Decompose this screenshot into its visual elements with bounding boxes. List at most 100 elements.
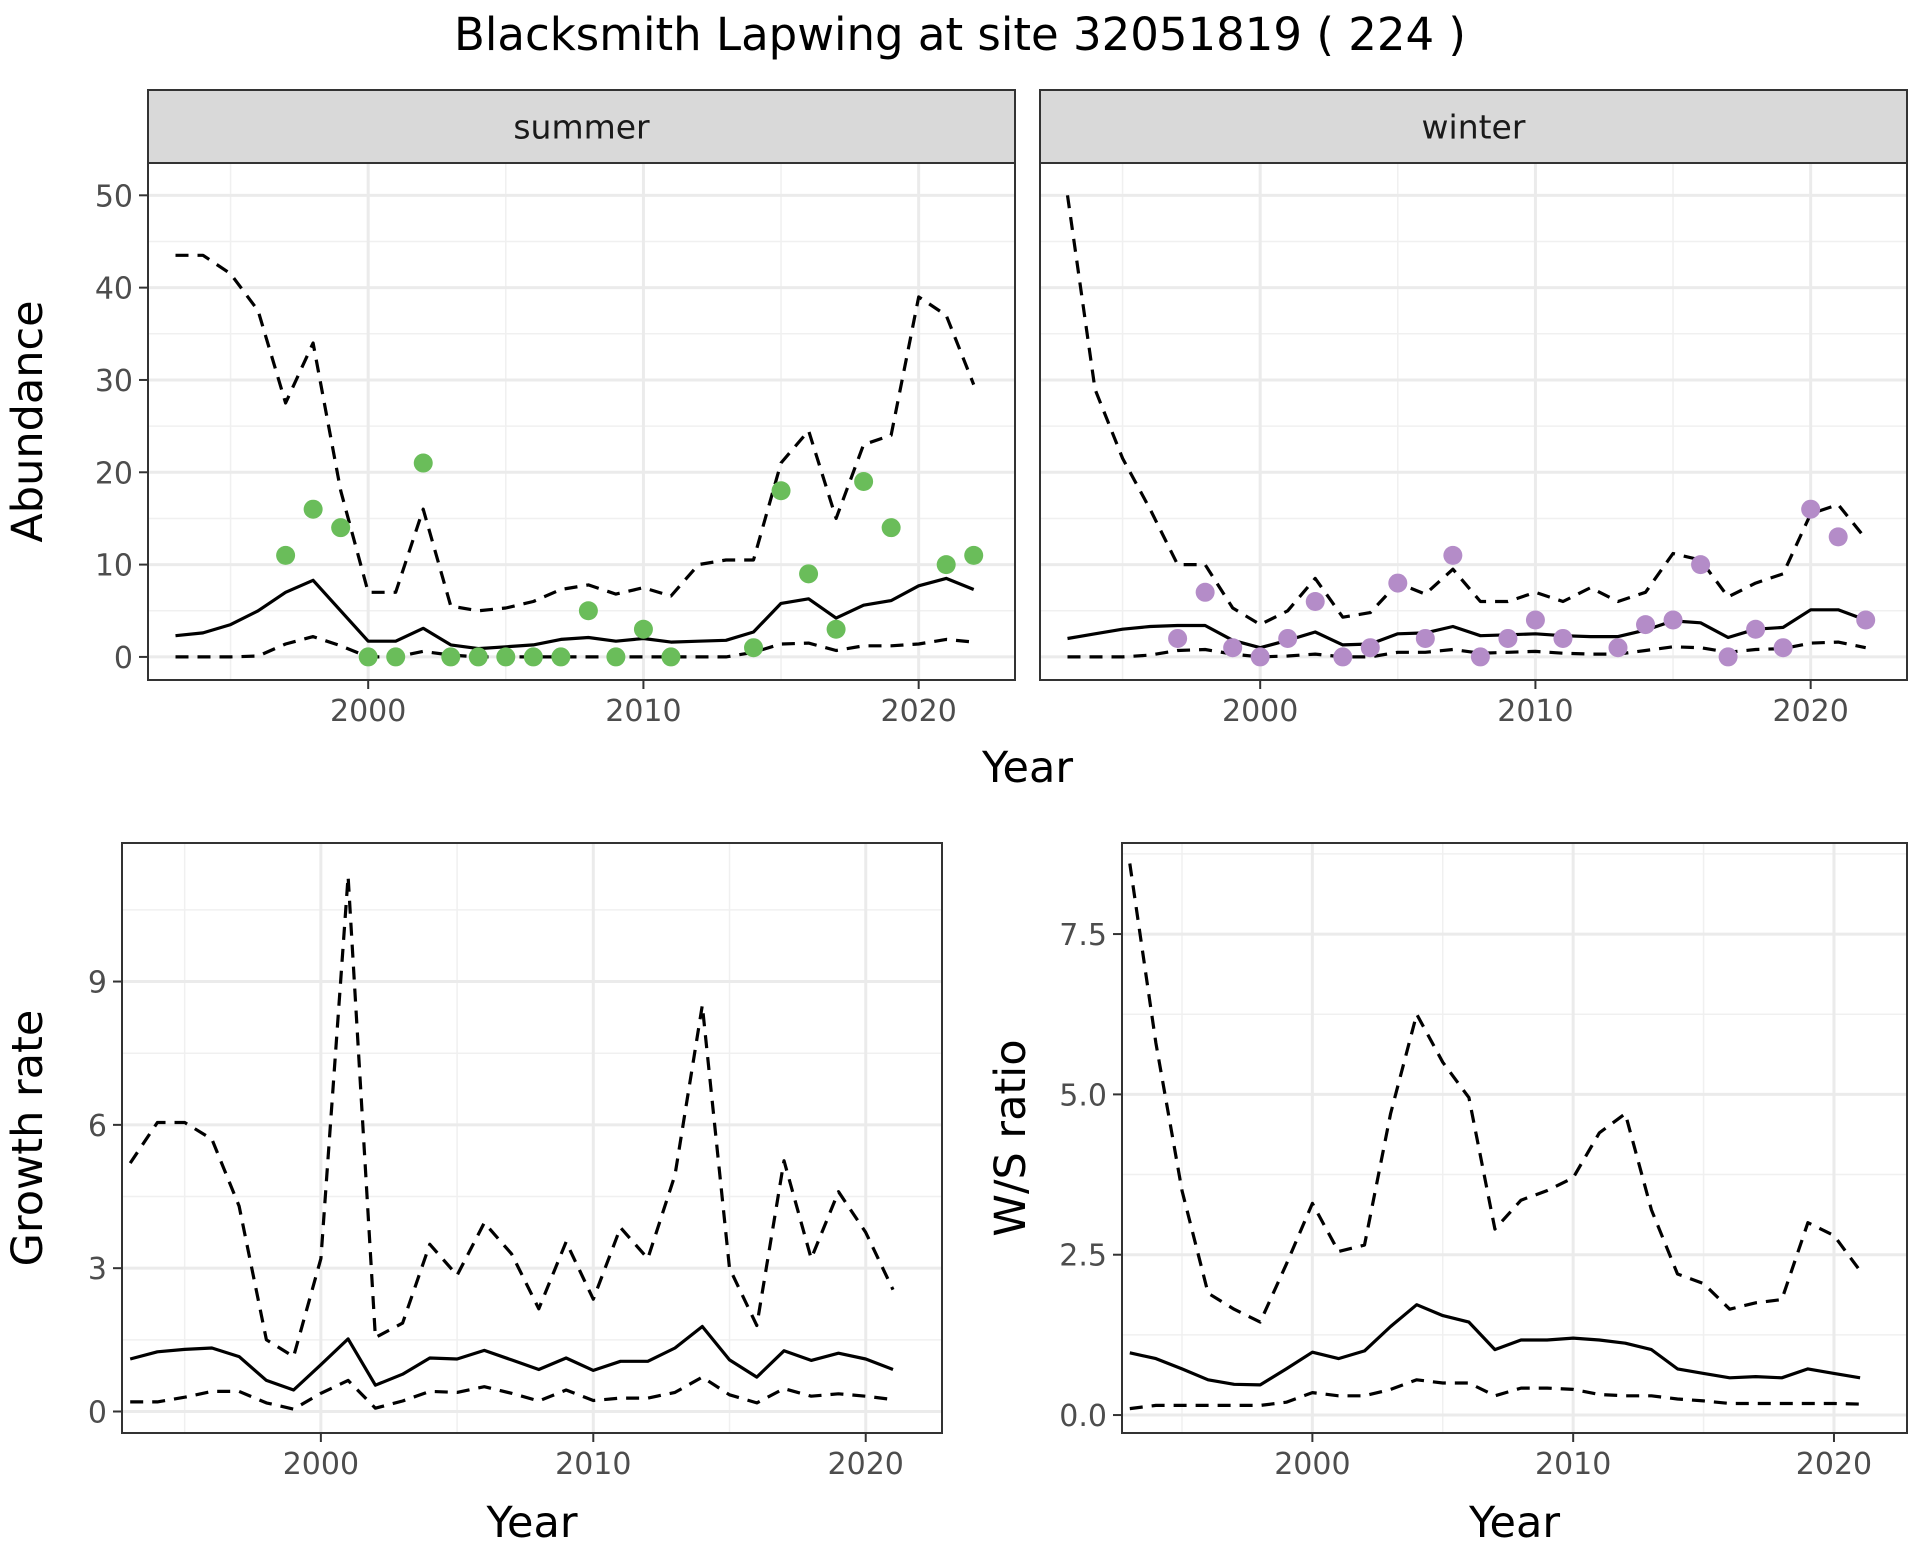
panel-background <box>122 843 942 1433</box>
panel-background <box>148 163 1015 680</box>
data-point <box>1360 638 1380 658</box>
mean-line <box>175 576 975 651</box>
data-point <box>1388 573 1408 593</box>
y-axis-label: W/S ratio <box>986 1039 1036 1236</box>
x-tick-label: 2020 <box>1796 1447 1872 1482</box>
data-point <box>1195 582 1215 602</box>
y-tick-label: 50 <box>95 179 133 214</box>
lower-bound-line <box>175 635 974 659</box>
strip-label: winter <box>1422 108 1526 147</box>
data-point <box>1828 527 1848 547</box>
mean-line <box>1129 1303 1861 1387</box>
y-tick-label: 6 <box>88 1109 107 1144</box>
data-point <box>1718 647 1738 667</box>
data-point <box>441 647 461 667</box>
data-point <box>303 499 323 519</box>
data-point <box>881 518 901 538</box>
strip-summer <box>147 89 1016 164</box>
y-tick-label: 5.0 <box>1059 1078 1107 1113</box>
y-tick-label: 2.5 <box>1059 1239 1107 1274</box>
x-tick-label: 2000 <box>283 1447 359 1482</box>
y-tick-label: 0 <box>88 1396 107 1431</box>
x-axis-label: Year <box>1468 1498 1560 1548</box>
data-point <box>936 555 956 575</box>
data-point <box>496 647 516 667</box>
data-point <box>826 619 846 639</box>
x-axis-label: Year <box>485 1498 577 1548</box>
y-tick-label: 3 <box>88 1252 107 1287</box>
data-point <box>964 545 984 565</box>
panel-ratio: 2000 2010 2020 0.0 2.5 5.0 7.5 Year W/S ratio <box>986 842 1908 1548</box>
data-point <box>771 481 791 501</box>
panel-background <box>1122 843 1907 1433</box>
x-tick-label: 2000 <box>330 694 406 729</box>
data-point <box>606 647 626 667</box>
data-point <box>386 647 406 667</box>
y-axis-label: Abundance <box>3 300 53 542</box>
data-point <box>1223 638 1243 658</box>
data-point <box>1636 615 1656 635</box>
data-point <box>1415 628 1435 648</box>
upper-bound-line <box>175 253 976 613</box>
data-point <box>799 564 819 584</box>
upper-bound-line <box>1065 195 1867 627</box>
mean-line <box>129 1324 894 1392</box>
upper-bound-line <box>1128 863 1862 1324</box>
data-point <box>358 647 378 667</box>
panel-border <box>121 842 943 1434</box>
x-tick-label: 2020 <box>828 1447 904 1482</box>
x-tick-label: 2000 <box>1222 694 1298 729</box>
y-tick-label: 0.0 <box>1059 1399 1107 1434</box>
data-point <box>551 647 571 667</box>
data-point <box>633 619 653 639</box>
x-tick-label: 2020 <box>880 694 956 729</box>
data-point <box>1691 555 1711 575</box>
panel-background <box>1040 163 1907 680</box>
panels: summer 2000 2010 2020 0 10 20 30 40 50 Year Abundan… <box>3 89 1908 1548</box>
y-tick-label: 20 <box>95 456 133 491</box>
data-point <box>744 638 764 658</box>
x-tick-label: 2010 <box>1497 694 1573 729</box>
data-point <box>1553 628 1573 648</box>
data-point <box>1470 647 1490 667</box>
data-point <box>1746 619 1766 639</box>
data-point <box>1525 610 1545 630</box>
data-point <box>1773 638 1793 658</box>
panel-border <box>1121 842 1908 1434</box>
data-point <box>1801 499 1821 519</box>
data-point <box>523 647 543 667</box>
data-point <box>1498 628 1518 648</box>
panel-summer: summer 2000 2010 2020 0 10 20 30 40 50 Year Abundan… <box>3 89 1073 793</box>
mean-line <box>1067 608 1867 650</box>
data-point <box>854 472 874 492</box>
y-axis-label: Growth rate <box>3 1010 53 1267</box>
y-tick-label: 40 <box>95 272 133 307</box>
x-tick-label: 2010 <box>1535 1447 1611 1482</box>
x-axis-label: Year <box>981 743 1073 793</box>
data-point <box>1608 638 1628 658</box>
y-tick-label: 9 <box>88 966 107 1001</box>
x-tick-label: 2000 <box>1274 1447 1350 1482</box>
data-point <box>1305 592 1325 612</box>
x-tick-label: 2020 <box>1772 694 1848 729</box>
strip-label: summer <box>513 108 650 147</box>
panel-growth: 2000 2010 2020 0 3 6 9 Year Growth rate <box>3 842 943 1548</box>
panel-winter: winter 2000 2010 2020 <box>1039 89 1908 729</box>
data-point <box>1250 647 1270 667</box>
y-tick-label: 30 <box>95 364 133 399</box>
y-tick-label: 7.5 <box>1059 918 1107 953</box>
data-point <box>1663 610 1683 630</box>
lower-bound-line <box>130 1375 894 1411</box>
data-point <box>331 518 351 538</box>
panel-border <box>1039 162 1908 681</box>
data-point <box>276 545 296 565</box>
data-point <box>1856 610 1876 630</box>
y-tick-label: 10 <box>95 549 133 584</box>
strip-winter <box>1039 89 1908 164</box>
data-point <box>661 647 681 667</box>
lower-bound-line <box>1129 1378 1861 1411</box>
data-point <box>1168 628 1188 648</box>
panel-border <box>147 162 1016 681</box>
data-point <box>1278 628 1298 648</box>
